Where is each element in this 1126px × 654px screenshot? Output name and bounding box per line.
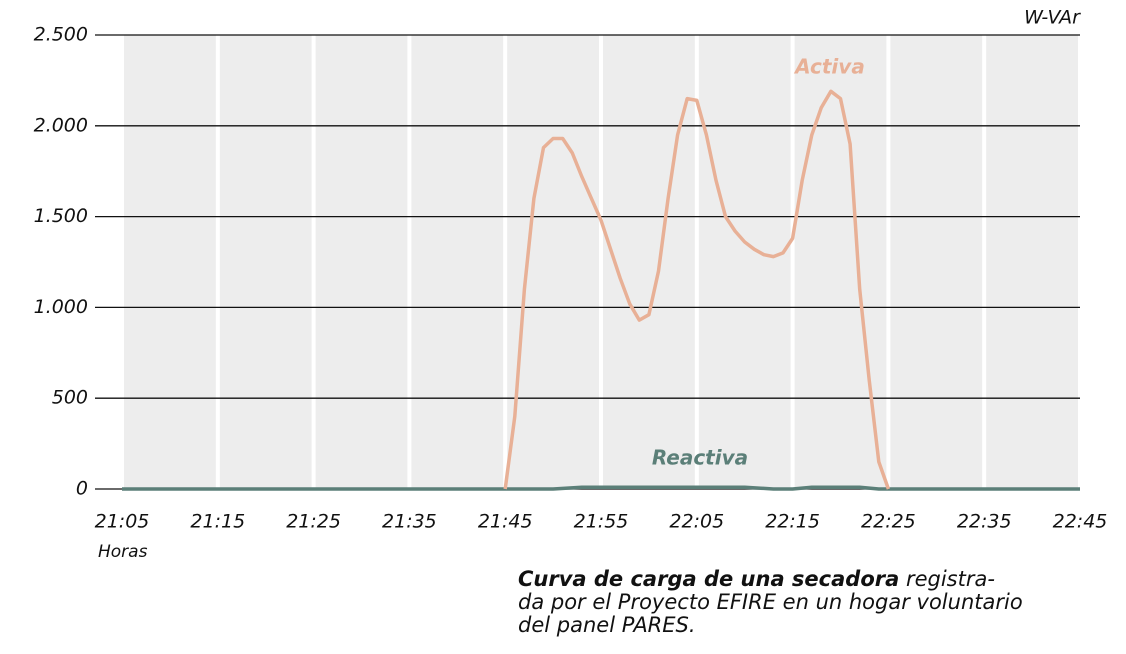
x-tick-label: 21:45 — [478, 511, 533, 533]
x-tick-label: 22:15 — [765, 511, 820, 533]
caption-bold: Curva de carga de una secadora — [518, 567, 899, 591]
y-tick-label: 0 — [76, 478, 88, 500]
y-tick-label: 1.000 — [34, 296, 88, 318]
y-tick-label: 2.000 — [34, 114, 88, 136]
caption-line: da por el Proyecto EFIRE en un hogar vol… — [518, 590, 1023, 614]
x-tick-label: 21:25 — [286, 511, 341, 533]
x-tick-label: 22:25 — [861, 511, 916, 533]
x-axis-label: Horas — [98, 542, 148, 562]
data-line — [122, 485, 1080, 491]
unit-label: W-VAr — [1024, 7, 1081, 29]
caption-line: del panel PARES. — [518, 613, 696, 637]
x-tick-label: 21:55 — [574, 511, 629, 533]
y-tick-label: 500 — [52, 387, 88, 409]
x-tick-label: 21:35 — [382, 511, 437, 533]
y-tick-label: 1.500 — [34, 205, 88, 227]
x-tick-label: 22:35 — [957, 511, 1012, 533]
caption: Curva de carga de una secadora registra- — [518, 567, 995, 591]
x-tick-label: 22:45 — [1053, 511, 1108, 533]
y-tick-label: 2.500 — [34, 24, 88, 46]
x-tick-label: 21:05 — [95, 511, 150, 533]
series-label: Activa — [793, 55, 865, 79]
data-line — [503, 89, 891, 490]
caption-line: registra- — [906, 567, 995, 591]
series-label: Reactiva — [652, 446, 748, 470]
x-tick-label: 22:05 — [669, 511, 724, 533]
plot-layer — [95, 34, 1082, 490]
x-tick-label: 21:15 — [190, 511, 245, 533]
